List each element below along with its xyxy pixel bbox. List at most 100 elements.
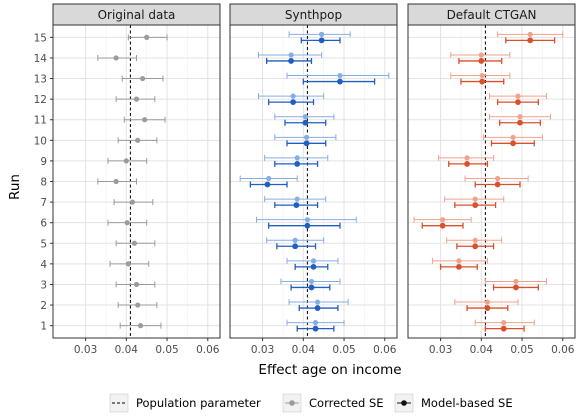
model-based-se-point <box>464 161 470 167</box>
model-based-se-point <box>264 181 271 188</box>
model-based-se-point <box>527 37 534 44</box>
model-based-se-point <box>478 58 485 64</box>
model-based-se-point <box>292 243 299 250</box>
legend-item-corrected-se: Corrected SE <box>282 393 384 413</box>
corrected-se-point <box>495 175 501 182</box>
run-1-estimates <box>286 319 345 332</box>
corrected-se-point <box>456 258 462 264</box>
corrected-se-point <box>337 72 343 79</box>
corrected-se-point <box>133 96 140 102</box>
model-based-se-point <box>318 37 325 44</box>
run-11-estimates <box>488 113 552 126</box>
run-14-estimates <box>97 54 137 61</box>
corrected-se-point <box>440 217 446 223</box>
panel-title: Original data <box>98 8 176 22</box>
corrected-se-point <box>288 52 294 58</box>
y-tick-label: 14 <box>34 53 48 65</box>
corrected-se-point <box>314 299 321 305</box>
corrected-se-point <box>472 196 478 202</box>
model-based-se-point <box>494 181 501 188</box>
run-15-estimates <box>127 34 168 41</box>
panel-synthpop: Synthpop 0.03 0.04 0.05 0.06 <box>229 3 398 356</box>
y-tick-label: 10 <box>34 135 47 147</box>
model-based-se-point <box>314 305 321 311</box>
corrected-se-point <box>310 258 317 264</box>
corrected-se-point <box>478 52 484 58</box>
run-5-estimates <box>115 240 156 247</box>
x-tick-label: 0.06 <box>551 344 575 356</box>
run-3-estimates <box>484 278 547 291</box>
corrected-se-point <box>113 55 119 61</box>
model-based-se-point <box>515 99 521 106</box>
corrected-se-point <box>308 278 315 285</box>
run-8-estimates <box>464 175 529 188</box>
corrected-se-point <box>135 137 141 143</box>
corrected-se-point <box>290 93 296 99</box>
run-9-estimates <box>107 157 148 164</box>
run-8-estimates <box>97 178 137 185</box>
corrected-se-point <box>501 320 507 326</box>
run-14-estimates <box>450 51 511 64</box>
corrected-se-point <box>266 175 272 182</box>
y-tick-label: 5 <box>40 238 47 250</box>
legend-key-point <box>401 400 407 406</box>
model-based-se-point <box>472 202 479 208</box>
run-1-estimates <box>119 322 162 329</box>
run-6-estimates <box>413 216 472 229</box>
model-based-se-point <box>439 222 446 229</box>
run-13-estimates <box>450 72 511 85</box>
x-tick-label: 0.03 <box>251 344 274 356</box>
legend-label: Corrected SE <box>309 396 384 410</box>
run-2-estimates <box>288 299 349 312</box>
run-12-estimates <box>258 93 325 106</box>
corrected-se-point <box>133 281 140 288</box>
legend-item-population-parameter: Population parameter <box>109 393 261 413</box>
model-based-se-point <box>500 325 507 332</box>
corrected-se-point <box>144 34 150 40</box>
corrected-se-point <box>319 31 325 37</box>
run-13-estimates <box>121 75 164 82</box>
x-axis-title: Effect age on income <box>258 362 401 378</box>
corrected-se-point <box>515 93 521 99</box>
run-5-estimates <box>446 237 503 250</box>
corrected-se-point <box>129 199 136 205</box>
panel-original-data: Original data 0.03 0.04 0.05 0.06 <box>52 3 221 356</box>
run-15-estimates <box>288 31 351 44</box>
model-based-se-point <box>312 325 319 332</box>
run-3-estimates <box>115 281 156 288</box>
x-tick-label: 0.05 <box>155 344 178 356</box>
corrected-se-point <box>513 278 519 285</box>
y-tick-label: 2 <box>40 300 47 312</box>
run-2-estimates <box>117 302 158 309</box>
x-tick-label: 0.06 <box>373 344 397 356</box>
model-based-se-point <box>484 305 491 311</box>
panel-title: Default CTGAN <box>447 8 537 22</box>
corrected-se-point <box>131 240 138 246</box>
run-13-estimates <box>286 72 390 85</box>
corrected-se-point <box>294 196 300 202</box>
x-tick-label: 0.04 <box>292 344 316 356</box>
y-tick-label: 1 <box>40 321 47 333</box>
legend: Population parameter Corrected SE Model-ba… <box>109 393 513 413</box>
run-10-estimates <box>117 137 158 144</box>
corrected-se-point <box>137 323 144 329</box>
run-10-estimates <box>482 134 543 147</box>
run-1-estimates <box>474 319 535 332</box>
run-7-estimates <box>264 196 327 209</box>
model-based-se-point <box>517 119 523 126</box>
corrected-se-point <box>517 114 523 120</box>
run-6-estimates <box>107 219 148 226</box>
model-based-se-point <box>290 99 297 106</box>
run-8-estimates <box>239 175 298 188</box>
legend-label: Population parameter <box>136 396 261 410</box>
x-tick-label: 0.05 <box>510 344 533 356</box>
corrected-se-point <box>304 217 310 223</box>
run-7-estimates <box>113 199 154 206</box>
corrected-se-point <box>303 134 310 140</box>
model-based-se-point <box>303 140 310 147</box>
y-tick-label: 4 <box>40 259 47 271</box>
chart-panels: Original data 0.03 0.04 0.05 0.06 Synthpop 0.0… <box>52 3 576 356</box>
model-based-se-point <box>472 243 479 250</box>
